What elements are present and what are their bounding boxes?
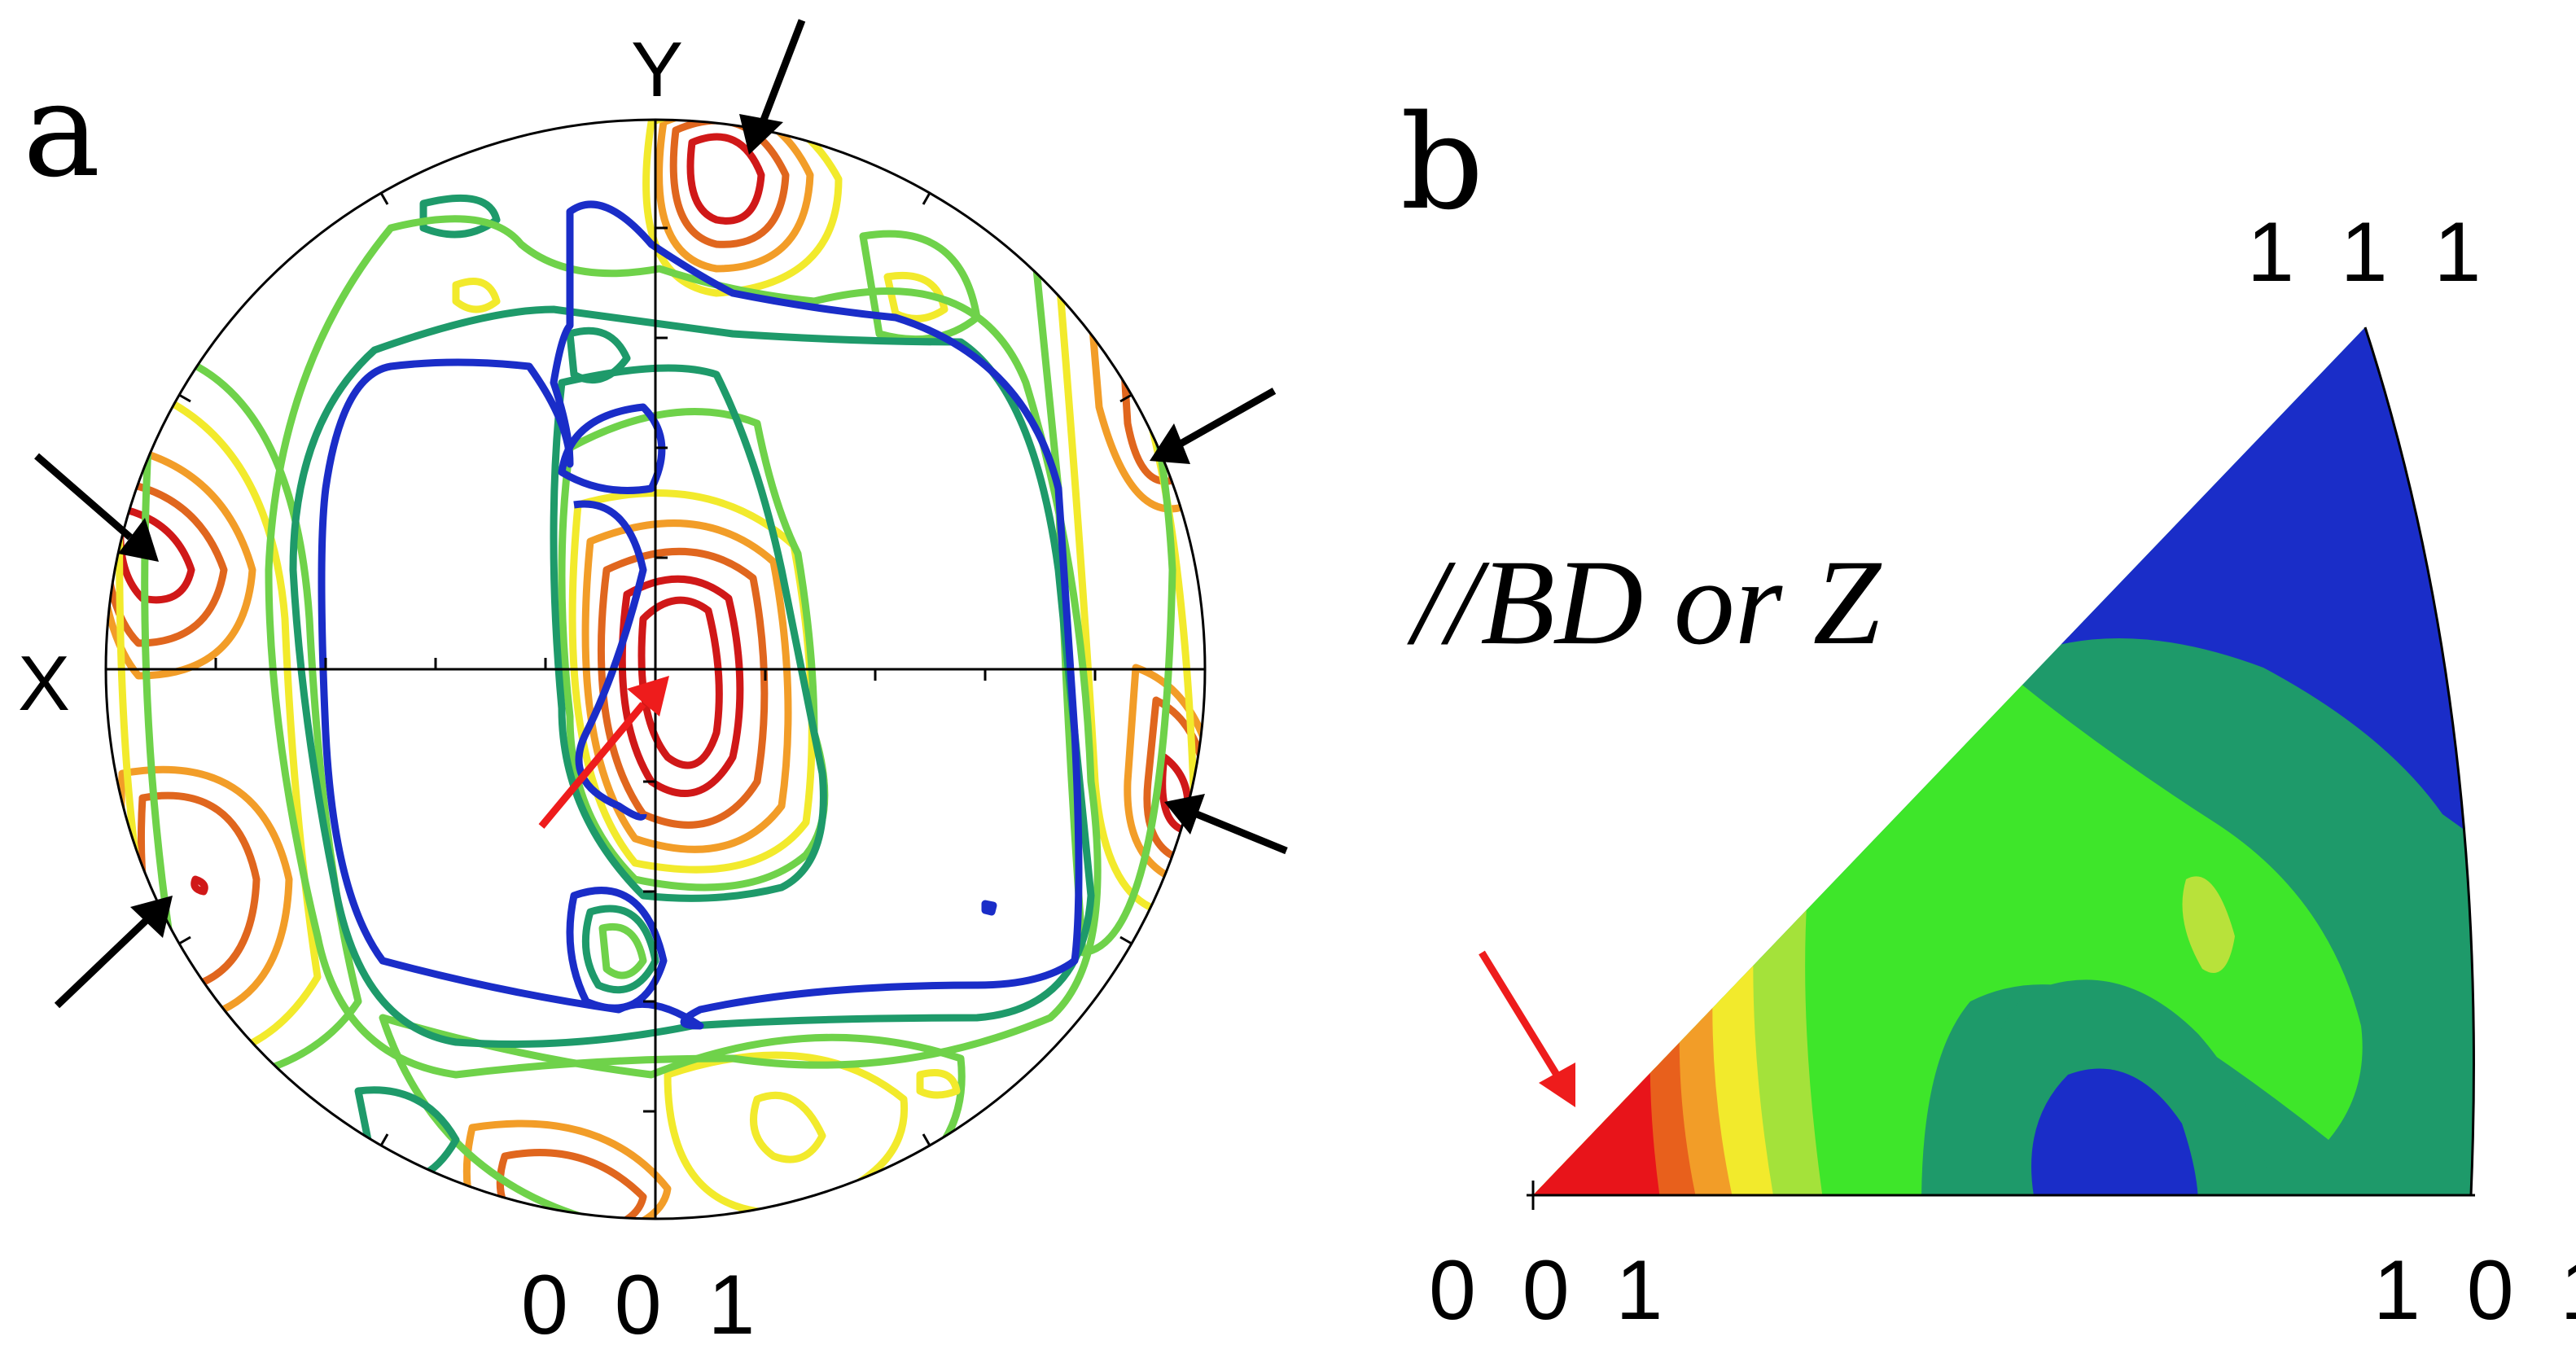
pole-label-001: 0 0 1	[521, 1258, 766, 1352]
contour-blue-dot	[981, 900, 997, 916]
ipf-region-dark-orange	[1533, 327, 1698, 1195]
panel-a-label: a	[23, 54, 100, 206]
direction-label: //BD or Z	[1407, 535, 1882, 670]
contour-teal-ring	[289, 305, 1095, 1048]
contour-green-left	[141, 346, 362, 1087]
corner-label-101: 1 0 1	[2373, 1243, 2576, 1338]
contour-orange2-right	[1124, 664, 1205, 892]
contour-teal-upper-left	[419, 194, 501, 239]
contour-yellow-upper-left	[452, 278, 501, 313]
contour-blue-lower-center	[566, 887, 668, 1012]
ipf-region-orange	[1533, 327, 1734, 1195]
arrow-upper-left	[34, 453, 159, 562]
arrow-lower-right	[1164, 794, 1288, 855]
contour-orange2-left	[106, 440, 256, 680]
contour-teal-upper-center	[566, 326, 631, 384]
contour-red-lower-left	[191, 875, 208, 896]
contour-teal-lower-left	[354, 1086, 460, 1184]
rim-ticks	[178, 192, 1132, 1146]
contour-orange2-top	[655, 120, 814, 273]
ipf-region-red	[1533, 327, 1661, 1195]
contour-yellow-right-mid	[916, 1069, 961, 1099]
contour-blue-center-left	[573, 500, 647, 821]
ipf-region-blue-top	[2035, 327, 2474, 855]
contour-blue-ring	[318, 200, 1083, 1030]
contour-teal-lower-center	[581, 905, 659, 994]
red-arrow-center	[538, 676, 669, 829]
contour-red-top	[686, 133, 765, 225]
pole-figure	[104, 118, 1207, 1220]
black-arrows	[34, 19, 1288, 1009]
contour-yellow-bottom2	[664, 1051, 909, 1217]
arrow-top	[739, 19, 806, 155]
contour-blue-center	[558, 403, 666, 494]
contour-teal-center	[550, 364, 827, 902]
contour-yellow-center	[568, 489, 816, 874]
contour-orange2-center	[581, 519, 792, 853]
ipf-region-yellow	[1533, 327, 1775, 1195]
contour-red-center	[637, 596, 723, 769]
axis-label-x: X	[18, 640, 70, 727]
panel-b-label: b	[1400, 86, 1483, 239]
ipf-region-lime-spot	[2182, 876, 2235, 973]
ipf-region-blue-bottom	[2031, 1068, 2198, 1195]
contour-orange-center	[597, 547, 769, 829]
arrow-upper-right	[1150, 388, 1277, 464]
corner-label-001: 0 0 1	[1429, 1243, 1674, 1338]
contour-yellow-left	[116, 379, 322, 1062]
contour-green-lower-center	[598, 922, 647, 979]
contour-yellow-bottom	[750, 1091, 826, 1163]
axis-label-y: Y	[631, 26, 683, 113]
axis-ticks	[214, 226, 1097, 1113]
arrow-lower-left	[54, 896, 173, 1009]
panel-b: b //BD or Z 1 1 1 0 0 1 1 0 1	[1400, 86, 2576, 1338]
panel-a: a	[18, 19, 1288, 1352]
red-arrow-ipf	[1479, 950, 1575, 1107]
pole-figure-contours	[106, 120, 1205, 1219]
corner-label-111: 1 1 1	[2247, 205, 2492, 300]
inverse-pole-figure	[1533, 327, 2474, 1195]
ipf-outline-arc	[2364, 326, 2475, 1196]
